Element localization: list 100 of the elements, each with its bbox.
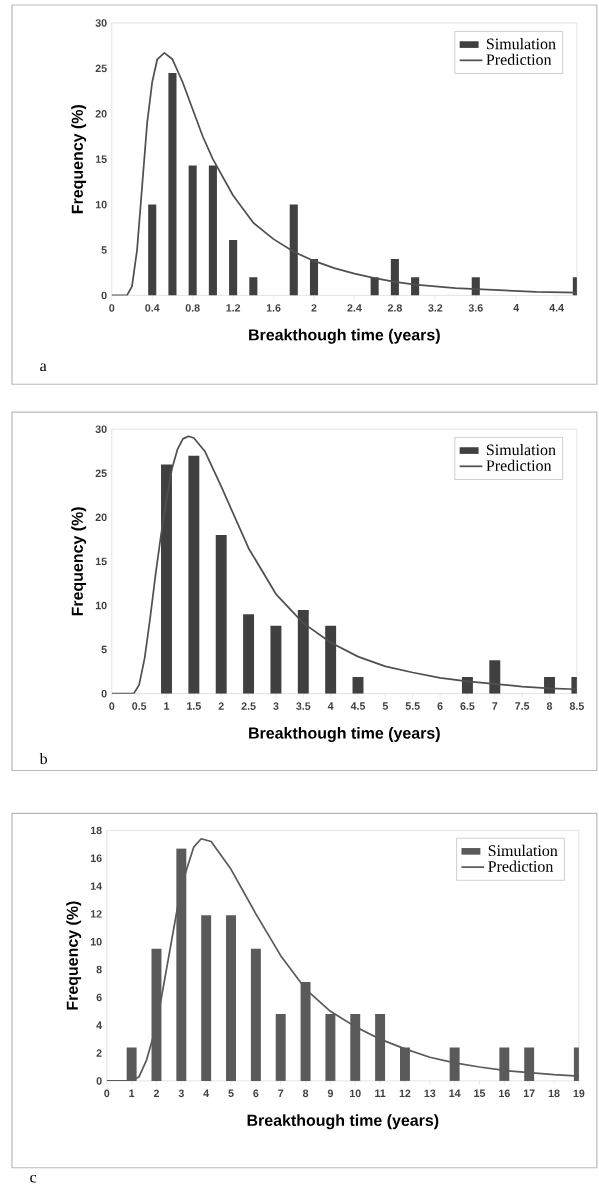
x-tick-label: 3.6 [468,304,483,312]
y-tick-label: 18 [90,826,102,835]
y-tick-label: 10 [90,937,102,946]
x-tick-label: 19 [573,1089,585,1098]
x-tick-label: 2.4 [347,304,362,312]
x-tick-label: 9 [327,1089,334,1098]
bar [297,609,309,694]
x-tick-label: 7 [492,702,498,710]
y-tick-label: 2 [96,1049,102,1057]
x-tick-label: 2.5 [241,702,256,710]
legend-label: Prediction [488,860,554,872]
y-tick-label: 25 [95,469,107,478]
y-tick-label: 5 [101,246,107,254]
y-tick-label: 20 [95,110,107,118]
y-tick-label: 12 [90,910,102,918]
bar [390,259,399,296]
x-tick-label: 0 [109,304,115,312]
legend-label: Simulation [488,844,558,857]
x-tick-label: 8 [303,1089,309,1098]
x-tick-label: 5 [382,702,389,710]
x-tick-label: 17 [524,1089,535,1097]
y-tick-label: 6 [96,993,102,1002]
x-tick-label: 8.5 [569,702,585,710]
x-tick-label: 11 [375,1089,386,1097]
bar [226,915,237,1081]
legend-label: Prediction [486,459,552,471]
y-tick-label: 30 [95,425,107,433]
bar [201,915,212,1081]
text: b [39,752,48,765]
x-tick-label: 18 [548,1089,560,1098]
bar [168,72,177,296]
x-tick-label: 12 [399,1089,411,1098]
bar [208,165,218,296]
y-tick-label: 16 [90,854,102,862]
x-tick-label: 2 [218,702,224,710]
bar [161,464,173,694]
bar [249,277,258,296]
bar [289,204,298,296]
x-tick-label: 4 [203,1089,210,1097]
y-tick-label: 14 [90,882,103,890]
x-axis-title: Breakthough time (years) [249,328,440,344]
y-tick-label: 15 [95,155,107,163]
x-tick-label: 2 [153,1089,160,1098]
x-tick-label: 6 [437,702,443,710]
x-tick-label: 8 [546,702,553,710]
x-tick-label: 4 [513,304,520,312]
x-tick-label: 1.5 [187,702,202,710]
y-tick-label: 15 [95,557,107,566]
bar [250,948,261,1081]
y-tick-label: 30 [95,19,107,27]
y-tick-label: 10 [95,200,107,209]
legend-label: Simulation [487,38,556,50]
y-tick-label: 0 [101,689,107,698]
x-tick-label: 13 [424,1089,436,1098]
x-tick-label: 14 [449,1089,461,1097]
bar [310,259,319,296]
x-tick-label: 4.5 [350,702,366,710]
bar [275,1014,286,1081]
bar [243,614,255,694]
legend-label: Simulation [487,444,556,456]
y-tick-label: 5 [101,645,107,654]
x-tick-label: 1.6 [266,304,281,312]
x-tick-label: 5.5 [405,702,420,710]
text: c [30,1174,37,1183]
x-tick-label: 4.4 [549,304,565,312]
x-tick-label: 3 [273,702,279,710]
y-tick-label: 10 [95,601,107,610]
x-axis-title: Breakthough time (years) [249,727,440,742]
bar [229,240,238,296]
x-tick-label: 15 [474,1089,486,1098]
bar [325,625,337,694]
y-tick-label: 20 [95,513,107,522]
x-tick-label: 0.4 [145,304,160,312]
x-tick-label: 2 [311,304,317,312]
bar [489,660,501,694]
y-axis-title: Frequency (%) [66,901,82,1010]
bar [188,165,197,296]
x-axis-title: Breakthough time (years) [247,1114,439,1130]
x-tick-label: 6 [253,1089,259,1098]
x-tick-label: 3.2 [428,304,443,312]
x-tick-label: 0.5 [132,702,147,710]
x-tick-label: 7 [278,1089,284,1097]
x-tick-label: 16 [499,1089,510,1098]
y-tick-label: 8 [96,965,102,974]
bar [215,534,227,694]
y-tick-label: 0 [101,291,107,300]
bar [148,204,157,296]
x-tick-label: 0 [109,702,115,710]
x-tick-label: 3.5 [296,702,311,710]
x-tick-label: 7.5 [515,702,530,710]
text: a [40,363,47,372]
x-tick-label: 4 [327,702,334,710]
y-axis-title: Frequency (%) [71,104,87,214]
x-tick-label: 6.5 [460,702,475,710]
y-axis-title: Frequency (%) [71,507,87,616]
bar [188,455,200,694]
x-tick-label: 10 [350,1089,361,1098]
x-tick-label: 1.2 [226,304,241,312]
y-tick-label: 4 [96,1021,103,1029]
x-tick-label: 0.8 [185,304,200,312]
